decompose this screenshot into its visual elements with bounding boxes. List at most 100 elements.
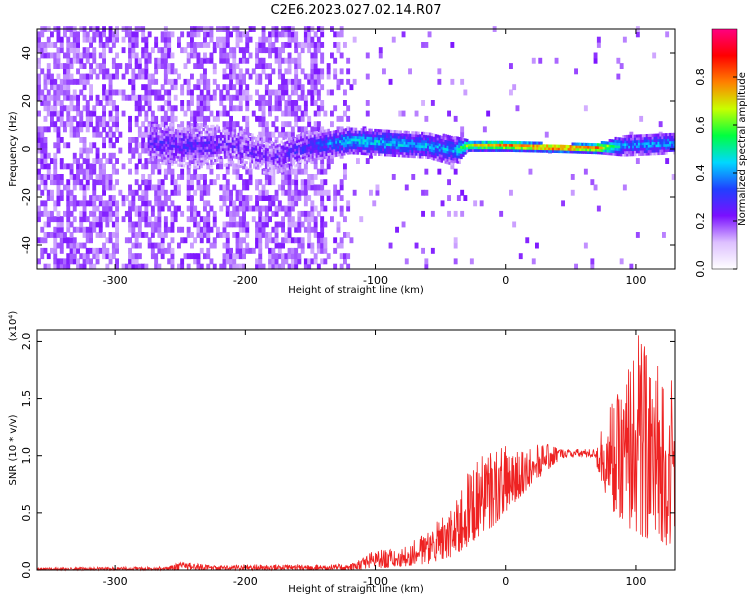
spectrogram-signal-cell xyxy=(512,146,516,150)
spectrogram-noise-cell xyxy=(79,216,84,223)
spectrogram-signal-cell xyxy=(280,166,283,170)
spectrogram-signal-cell xyxy=(387,148,391,152)
spectrogram-noise-cell xyxy=(163,68,168,75)
spectrogram-signal-cell xyxy=(594,151,598,155)
spectrogram-signal-cell xyxy=(261,162,264,166)
spectrogram-signal-cell xyxy=(266,163,270,167)
spectrogram-signal-cell xyxy=(190,160,194,164)
spectrogram-signal-cell xyxy=(292,144,295,148)
spectrogram-noise-cell xyxy=(212,216,217,223)
spectrogram-signal-cell xyxy=(425,137,428,141)
spectrogram-noise-cell xyxy=(56,131,61,138)
spectrogram-signal-cell xyxy=(280,145,283,149)
spectrogram-signal-cell xyxy=(272,145,276,149)
spectrogram-noise-cell xyxy=(131,226,136,233)
spectrogram-noise-cell xyxy=(59,226,64,233)
spectrogram-signal-cell xyxy=(637,144,641,148)
spectrogram-signal-cell xyxy=(649,136,653,140)
colorbar-tick-label: 0.0 xyxy=(694,260,707,278)
spectrogram-noise-cell xyxy=(46,232,51,238)
spectrogram-noise-cell xyxy=(333,57,338,64)
spectrogram-signal-cell xyxy=(604,144,608,148)
spectrogram-noise-cell xyxy=(121,73,126,80)
spectrogram-noise-cell xyxy=(63,126,67,133)
spectrogram-noise-cell xyxy=(82,210,87,217)
spectrogram-noise-cell xyxy=(242,247,246,254)
spectrogram-noise-cell xyxy=(105,100,110,106)
spectrogram-noise-cell xyxy=(92,216,97,223)
spectrogram-noise-cell xyxy=(199,89,204,96)
spectrogram-signal-cell xyxy=(428,135,432,139)
spectrogram-signal-cell xyxy=(419,150,422,154)
spectrogram-signal-cell xyxy=(251,136,254,140)
spectrogram-signal-cell xyxy=(354,146,358,150)
spectrogram-signal-cell xyxy=(175,152,178,156)
spectrogram-signal-cell xyxy=(235,140,239,144)
spectrogram-signal-cell xyxy=(413,144,416,148)
spectrogram-signal-cell xyxy=(395,138,399,142)
spectrogram-noise-cell xyxy=(50,94,54,101)
spectrogram-signal-cell xyxy=(157,126,160,130)
spectrogram-noise-cell xyxy=(238,263,243,270)
spectrogram-signal-cell xyxy=(600,151,604,155)
spectrogram-noise-cell xyxy=(268,105,272,112)
spectrogram-signal-cell xyxy=(411,133,414,137)
spectrogram-signal-cell xyxy=(155,150,158,154)
spectrogram-signal-cell xyxy=(647,144,651,148)
spectrogram-signal-cell xyxy=(180,150,184,154)
spectrogram-noise-cell xyxy=(173,115,178,122)
spectrogram-signal-cell xyxy=(514,141,518,145)
spectrogram-signal-cell xyxy=(204,143,207,147)
spectrogram-signal-cell xyxy=(219,150,223,154)
spectrogram-noise-cell xyxy=(128,78,132,85)
spectrogram-signal-cell xyxy=(337,137,340,141)
spectrogram-signal-cell xyxy=(382,140,385,144)
spectrogram-noise-cell xyxy=(268,179,272,186)
spectrogram-noise-cell xyxy=(225,94,230,101)
spectrogram-noise-cell xyxy=(229,126,233,133)
spectrogram-signal-cell xyxy=(393,140,397,144)
spectrogram-signal-cell xyxy=(591,148,594,152)
spectrogram-noise-cell xyxy=(238,253,243,260)
spectrogram-signal-cell xyxy=(509,146,512,150)
spectrogram-noise-cell xyxy=(310,200,315,207)
spectrogram-noise-cell xyxy=(50,195,54,201)
colorbar-ticks: 0.00.20.40.60.8 xyxy=(694,68,737,278)
spectrogram-noise-cell xyxy=(242,163,246,170)
spectrogram-signal-cell xyxy=(303,158,307,162)
spectrogram-noise-cell xyxy=(199,216,204,223)
spectrogram-signal-cell xyxy=(167,133,170,137)
spectrogram-noise-cell xyxy=(105,179,110,186)
spectrogram-noise-cell xyxy=(388,78,393,85)
spectrogram-noise-cell xyxy=(40,47,45,54)
spectrogram-signal-cell xyxy=(346,151,350,155)
spectrogram-noise-cell xyxy=(170,52,175,59)
spectrogram-noise-cell xyxy=(238,237,243,244)
spectrogram-noise-cell xyxy=(294,57,299,64)
spectrogram-signal-cell xyxy=(591,145,594,149)
spectrogram-signal-cell xyxy=(303,142,307,146)
spectrogram-signal-cell xyxy=(270,167,274,171)
spectrogram-signal-cell xyxy=(372,147,375,151)
spectrogram-noise-cell xyxy=(66,210,71,217)
spectrogram-noise-cell xyxy=(150,253,155,260)
spectrogram-noise-cell xyxy=(258,73,263,80)
spectrogram-signal-cell xyxy=(321,132,324,136)
spectrogram-signal-cell xyxy=(671,143,674,147)
spectrogram-noise-cell xyxy=(115,247,119,254)
spectrogram-noise-cell xyxy=(209,242,214,249)
spectrogram-noise-cell xyxy=(134,221,139,228)
spectrogram-signal-cell xyxy=(452,154,455,158)
spectrogram-signal-cell xyxy=(600,148,604,152)
spectrogram-noise-cell xyxy=(326,73,331,80)
spectrogram-signal-cell xyxy=(173,152,176,156)
spectrogram-signal-cell xyxy=(428,132,432,136)
spectrogram-signal-cell xyxy=(399,130,403,134)
spectrogram-signal-cell xyxy=(659,141,662,145)
spectrogram-noise-cell xyxy=(310,242,315,249)
spectrogram-signal-cell xyxy=(645,147,649,151)
spectrogram-signal-cell xyxy=(505,146,508,150)
spectrogram-signal-cell xyxy=(261,157,264,161)
spectrogram-signal-cell xyxy=(149,137,153,141)
